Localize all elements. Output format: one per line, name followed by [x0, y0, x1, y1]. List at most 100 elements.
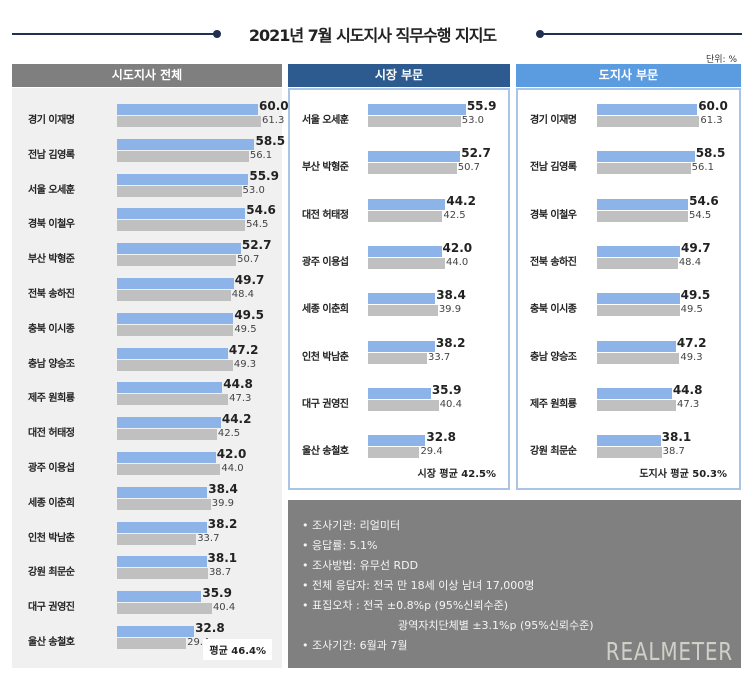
bar-current [117, 626, 195, 637]
bar-row: 대구 권영진 35.9 40.4 [12, 586, 282, 619]
bar-row: 대전 허태정 44.2 42.5 [12, 412, 282, 445]
bar-current [597, 151, 695, 163]
value-label: 44.0 [446, 256, 469, 268]
value-label: 40.4 [439, 398, 462, 410]
bar-previous [117, 533, 197, 545]
title-line-left [12, 33, 217, 35]
bar-current [117, 521, 207, 533]
value-label: 47.3 [229, 393, 252, 405]
value-label: 32.8 [195, 621, 225, 635]
bar-row: 전남 김영록 58.5 56.1 [12, 133, 286, 167]
category-label: 울산 송철호 [28, 637, 75, 648]
value-label: 61.3 [262, 115, 285, 126]
value-label: 50.7 [457, 162, 480, 174]
bar-row: 전북 송하진 49.7 48.4 [518, 240, 739, 274]
value-label: 40.4 [212, 602, 236, 614]
bar-row: 울산 송철호 32.8 29.4 [290, 430, 508, 463]
bar-previous [597, 399, 676, 411]
bar-previous [597, 210, 688, 222]
bar-row: 충남 양승조 47.2 49.3 [12, 343, 282, 376]
bar-previous [117, 568, 208, 580]
bar-row: 인천 박남춘 38.2 33.7 [12, 517, 282, 550]
bar-current [117, 243, 241, 255]
bar-previous [597, 447, 662, 459]
value-label: 58.5 [255, 133, 286, 148]
bar-current [597, 293, 680, 305]
bar-previous [117, 638, 187, 649]
value-label: 42.5 [217, 428, 241, 440]
category-label: 대전 허태정 [28, 428, 75, 440]
category-label: 전북 송하진 [28, 289, 75, 300]
category-label: 인천 박남춘 [28, 532, 75, 544]
bar-current [368, 387, 431, 399]
category-label: 전남 김영록 [28, 149, 75, 161]
bar-previous [368, 305, 438, 317]
header-all: 시도지사 전체 [12, 64, 282, 87]
note-item: • 조사기간: 6월과 7월 [302, 639, 408, 652]
value-label: 38.7 [208, 567, 232, 579]
value-label: 49.5 [680, 304, 703, 316]
bar-row: 전남 김영록 58.5 56.1 [518, 146, 739, 179]
bar-row: 제주 원희룡 44.8 47.3 [518, 382, 739, 416]
bar-previous [117, 150, 249, 162]
bar-previous [597, 352, 680, 364]
bar-row: 경기 이재명 60.0 61.3 [518, 99, 739, 132]
bar-current [117, 556, 207, 568]
value-label: 61.3 [700, 115, 723, 126]
bar-previous [597, 305, 680, 317]
value-label: 49.7 [680, 240, 711, 255]
category-label: 경북 이철우 [530, 209, 577, 221]
value-label: 44.2 [446, 193, 476, 208]
value-label: 35.9 [202, 586, 232, 601]
bar-current [368, 198, 446, 210]
category-label: 울산 송철호 [302, 446, 349, 458]
value-label: 54.6 [689, 193, 719, 208]
category-label: 서울 오세훈 [28, 184, 75, 196]
value-label: 42.5 [443, 209, 466, 221]
bar-current [117, 173, 249, 185]
bar-previous [368, 447, 420, 459]
bar-current [597, 387, 672, 399]
bar-row: 대전 허태정 44.2 42.5 [290, 193, 508, 227]
bar-current [117, 208, 246, 220]
value-label: 49.5 [680, 288, 711, 303]
bar-row: 대구 권영진 35.9 40.4 [290, 383, 508, 416]
bar-current [117, 417, 221, 429]
bar-row: 강원 최문순 38.1 38.7 [12, 551, 282, 584]
value-label: 52.7 [241, 238, 272, 253]
note-item: • 전체 응답자: 전국 만 18세 이상 남녀 17,000명 [302, 579, 535, 592]
category-label: 광주 이용섭 [302, 256, 349, 268]
value-label: 48.4 [678, 256, 702, 268]
category-label: 충남 양승조 [28, 358, 75, 370]
bar-current [368, 293, 436, 305]
survey-notes: • 조사기관: 리얼미터 • 응답률: 5.1% • 조사방법: 유무선 RDD… [288, 500, 741, 668]
category-label: 경기 이재명 [28, 115, 75, 126]
bar-previous [597, 116, 700, 127]
value-label: 44.8 [672, 382, 703, 397]
category-label: 충북 이시종 [28, 323, 75, 335]
value-label: 33.7 [197, 532, 220, 544]
header-governor: 도지사 부문 [516, 64, 741, 87]
value-label: 55.9 [249, 168, 279, 183]
value-label: 42.0 [216, 447, 247, 461]
category-label: 서울 오세훈 [302, 115, 349, 126]
panel-mayor: 서울 오세훈 55.9 53.0 부산 박형준 52.7 50.7 대전 허태정 44.2 42… [288, 88, 510, 490]
bar-row: 인천 박남춘 38.2 33.7 [290, 336, 508, 369]
bar-previous [117, 359, 233, 371]
value-label: 29.4 [187, 637, 210, 648]
panel-governor: 경기 이재명 60.0 61.3 전남 김영록 58.5 56.1 경북 이철우 54.6 54… [516, 88, 741, 490]
bar-current [117, 591, 202, 603]
bar-current [368, 340, 435, 352]
bar-current [597, 435, 661, 447]
bar-row: 세종 이춘희 38.4 39.9 [290, 288, 508, 321]
bar-row: 전북 송하진 49.7 48.4 [12, 273, 282, 306]
value-label: 50.7 [237, 254, 260, 266]
note-item: • 조사방법: 유무선 RDD [302, 559, 419, 572]
bar-previous [117, 394, 229, 406]
value-label: 53.0 [242, 184, 265, 196]
category-label: 전남 김영록 [530, 162, 577, 174]
bar-previous [117, 498, 211, 510]
bar-row: 부산 박형준 52.7 50.7 [290, 146, 508, 179]
category-label: 부산 박형준 [28, 254, 75, 266]
bar-row: 강원 최문순 38.1 38.7 [518, 430, 739, 463]
